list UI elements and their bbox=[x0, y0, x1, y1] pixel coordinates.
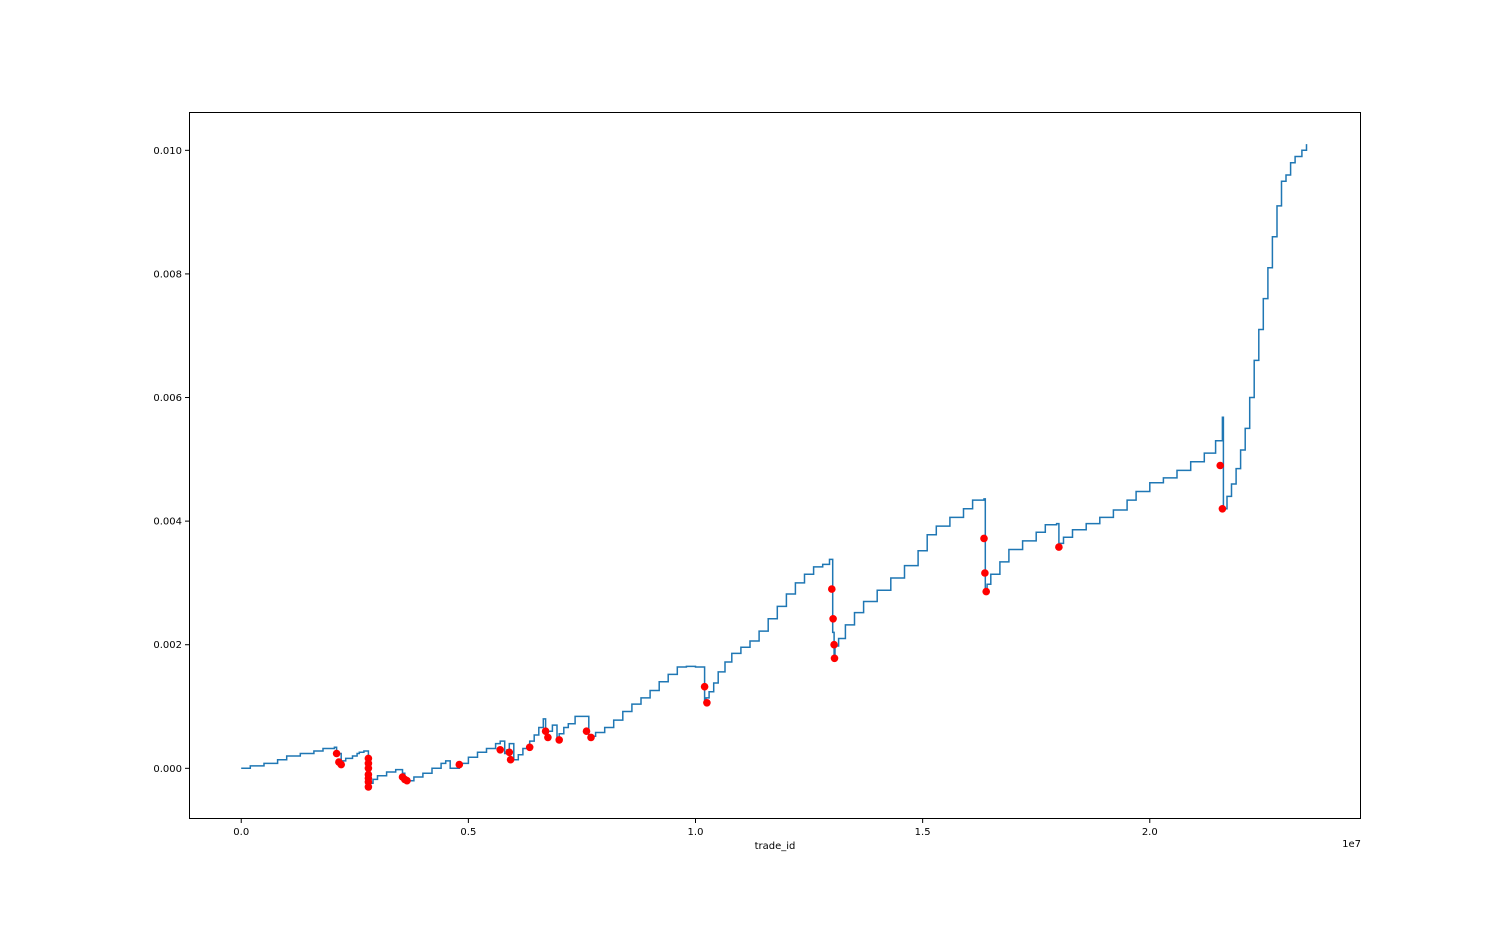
x-tick-label: 1.0 bbox=[688, 827, 704, 838]
marker-point bbox=[1216, 461, 1224, 470]
marker-point bbox=[700, 682, 709, 691]
marker-point bbox=[506, 755, 515, 764]
marker-point bbox=[541, 727, 550, 735]
marker-point bbox=[555, 736, 563, 744]
marker-point bbox=[703, 699, 711, 707]
marker-point bbox=[587, 733, 595, 742]
marker-point bbox=[829, 615, 837, 623]
marker-point bbox=[496, 746, 505, 754]
x-tick-label: 2.0 bbox=[1142, 827, 1158, 838]
marker-point bbox=[828, 585, 836, 593]
marker-point bbox=[981, 569, 989, 577]
x-axis-label: trade_id bbox=[755, 841, 796, 852]
y-tick-label: 0.004 bbox=[153, 517, 182, 528]
x-axis-offset-text: 1e7 bbox=[1342, 839, 1361, 850]
x-axis-ticks: 0.0 0.5 1.0 1.5 2.0 bbox=[233, 819, 1158, 838]
series-layer bbox=[241, 144, 1308, 784]
marker-point bbox=[525, 743, 534, 752]
marker-point bbox=[1218, 505, 1227, 513]
marker-layer bbox=[332, 461, 1227, 791]
y-axis-ticks: 0.000 0.002 0.004 0.006 0.008 0.010 bbox=[153, 146, 189, 775]
marker-point bbox=[364, 783, 373, 791]
y-tick-label: 0.010 bbox=[153, 146, 182, 157]
marker-point bbox=[403, 776, 411, 785]
x-tick-label: 0.0 bbox=[233, 827, 249, 838]
marker-point bbox=[980, 534, 988, 543]
marker-point bbox=[505, 748, 514, 757]
y-tick-label: 0.002 bbox=[153, 640, 182, 651]
marker-point bbox=[337, 760, 346, 769]
x-tick-label: 0.5 bbox=[460, 827, 476, 838]
marker-point bbox=[830, 640, 838, 649]
marker-point bbox=[582, 727, 591, 735]
marker-point bbox=[982, 587, 990, 596]
marker-point bbox=[332, 749, 341, 758]
axes-frame bbox=[189, 112, 1361, 819]
y-tick-label: 0.006 bbox=[153, 393, 182, 404]
marker-point bbox=[1055, 543, 1063, 551]
series-line bbox=[241, 144, 1308, 784]
y-tick-label: 0.008 bbox=[153, 269, 182, 280]
x-tick-label: 1.5 bbox=[915, 827, 931, 838]
y-tick-label: 0.000 bbox=[153, 764, 182, 775]
marker-point bbox=[830, 654, 839, 663]
plot-area bbox=[189, 112, 1361, 819]
marker-point bbox=[364, 764, 373, 773]
marker-point bbox=[544, 733, 552, 742]
marker-point bbox=[455, 760, 464, 769]
